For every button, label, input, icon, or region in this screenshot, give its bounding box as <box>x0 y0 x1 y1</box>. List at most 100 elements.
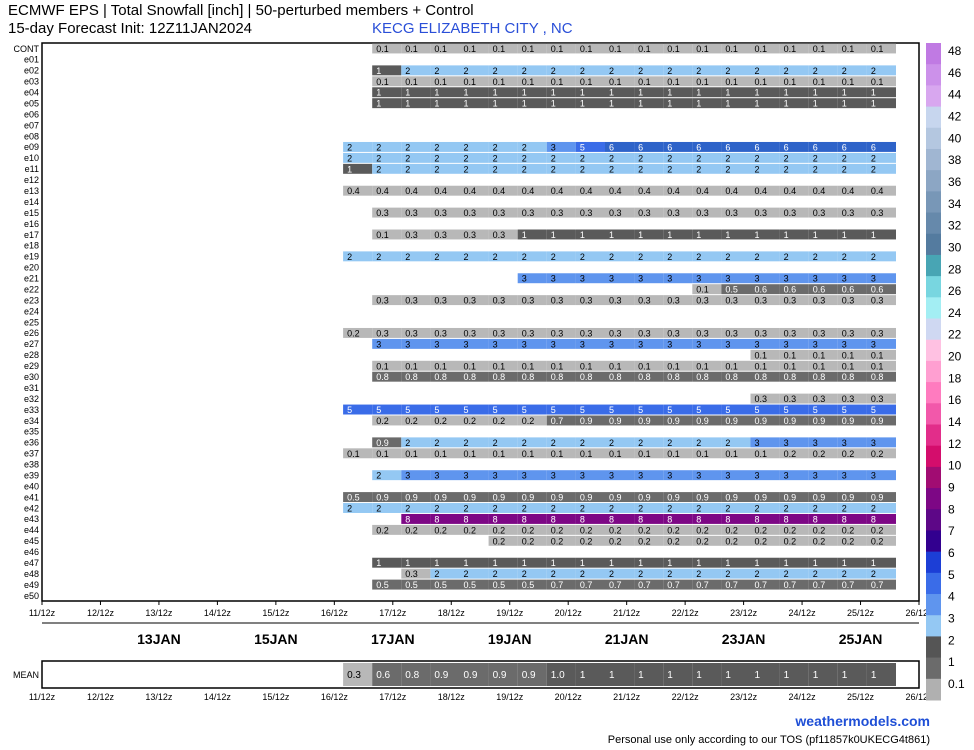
data-cell <box>430 65 460 76</box>
cell-label: 2 <box>696 504 701 514</box>
cell-label: 1 <box>784 88 789 98</box>
mean-cell <box>721 663 751 686</box>
data-cell <box>372 295 402 306</box>
cell-label: 0.9 <box>842 416 855 426</box>
cell-label: 0.8 <box>580 372 593 382</box>
cell-label: 0.9 <box>580 416 593 426</box>
cell-label: 0.9 <box>871 493 884 503</box>
data-cell <box>517 470 547 481</box>
colorbar-segment <box>926 297 941 320</box>
cell-label: 0.8 <box>493 372 506 382</box>
member-label: CONT <box>14 44 40 54</box>
data-cell <box>837 327 867 338</box>
data-cell <box>488 557 518 568</box>
cell-label: 3 <box>813 471 818 481</box>
x-tick-label: 14/12z <box>204 608 232 618</box>
cell-label: 0.1 <box>609 44 622 54</box>
data-cell <box>605 76 635 87</box>
data-cell <box>663 503 693 513</box>
x-tick-label: 11/12z <box>29 608 56 618</box>
member-label: e13 <box>24 186 39 196</box>
cell-label: 0.3 <box>434 296 447 306</box>
data-cell <box>837 448 867 459</box>
data-cell <box>605 579 635 590</box>
data-cell <box>663 535 693 546</box>
cell-label: 2 <box>376 164 381 174</box>
data-cell <box>459 579 489 590</box>
colorbar-label: 42 <box>948 109 962 123</box>
data-cell <box>634 448 664 459</box>
data-cell <box>517 76 547 87</box>
data-cell <box>721 273 751 284</box>
data-cell <box>575 76 605 87</box>
data-cell <box>721 207 751 218</box>
cell-label: 0.4 <box>871 186 884 196</box>
cell-label: 2 <box>609 569 614 579</box>
cell-label: 0.9 <box>376 438 389 448</box>
cell-label: 1 <box>347 164 352 174</box>
cell-label: 2 <box>551 438 556 448</box>
mean-cell <box>808 663 838 686</box>
data-cell <box>343 404 373 415</box>
cell-label: 0.1 <box>376 449 389 459</box>
data-cell <box>721 437 751 448</box>
data-cell <box>372 448 402 459</box>
member-label: e12 <box>24 175 39 185</box>
cell-label: 5 <box>609 405 614 415</box>
cell-label: 0.8 <box>405 372 418 382</box>
mean-cell <box>430 663 460 686</box>
cell-label: 0.9 <box>405 493 418 503</box>
cell-label: 0.1 <box>696 44 709 54</box>
x-tick-label: 16/12z <box>321 608 349 618</box>
data-cell <box>808 557 838 568</box>
colorbar-segment <box>926 424 941 447</box>
cell-label: 6 <box>696 142 701 152</box>
mean-value: 0.9 <box>464 670 478 681</box>
data-cell <box>430 448 460 459</box>
cell-label: 2 <box>464 66 469 76</box>
mean-cell <box>546 663 576 686</box>
data-cell <box>692 535 722 546</box>
data-cell <box>459 87 489 98</box>
cell-label: 0.8 <box>842 372 855 382</box>
brand-label[interactable]: weathermodels.com <box>795 713 930 729</box>
data-cell <box>401 65 431 76</box>
cell-label: 0.1 <box>696 361 709 371</box>
cell-label: 0.3 <box>609 296 622 306</box>
cell-label: 2 <box>522 153 527 163</box>
cell-label: 0.3 <box>871 208 884 218</box>
data-cell <box>546 360 576 371</box>
cell-label: 2 <box>580 66 585 76</box>
data-cell <box>663 295 693 306</box>
data-cell <box>575 535 605 546</box>
cell-label: 8 <box>784 514 789 524</box>
cell-label: 3 <box>667 274 672 284</box>
data-cell <box>663 207 693 218</box>
data-cell <box>808 185 838 196</box>
data-cell <box>779 349 809 360</box>
cell-label: 0.9 <box>667 416 680 426</box>
data-cell <box>808 76 838 87</box>
data-cell <box>459 448 489 459</box>
data-cell <box>430 371 460 382</box>
data-cell <box>779 404 809 415</box>
cell-label: 0.9 <box>638 493 651 503</box>
data-cell <box>546 251 576 262</box>
cell-label: 1 <box>842 88 847 98</box>
cell-label: 0.3 <box>522 296 535 306</box>
cell-label: 2 <box>725 438 730 448</box>
data-cell <box>488 185 518 196</box>
data-cell <box>459 470 489 481</box>
data-cell <box>779 470 809 481</box>
cell-label: 0.3 <box>696 208 709 218</box>
data-cell <box>343 185 373 196</box>
data-cell <box>663 360 693 371</box>
cell-label: 2 <box>696 153 701 163</box>
data-cell <box>430 141 460 152</box>
colorbar-segment <box>926 85 941 108</box>
data-cell <box>663 568 693 579</box>
data-cell <box>837 470 867 481</box>
cell-label: 2 <box>609 164 614 174</box>
data-cell <box>459 65 489 76</box>
cell-label: 0.3 <box>784 296 797 306</box>
